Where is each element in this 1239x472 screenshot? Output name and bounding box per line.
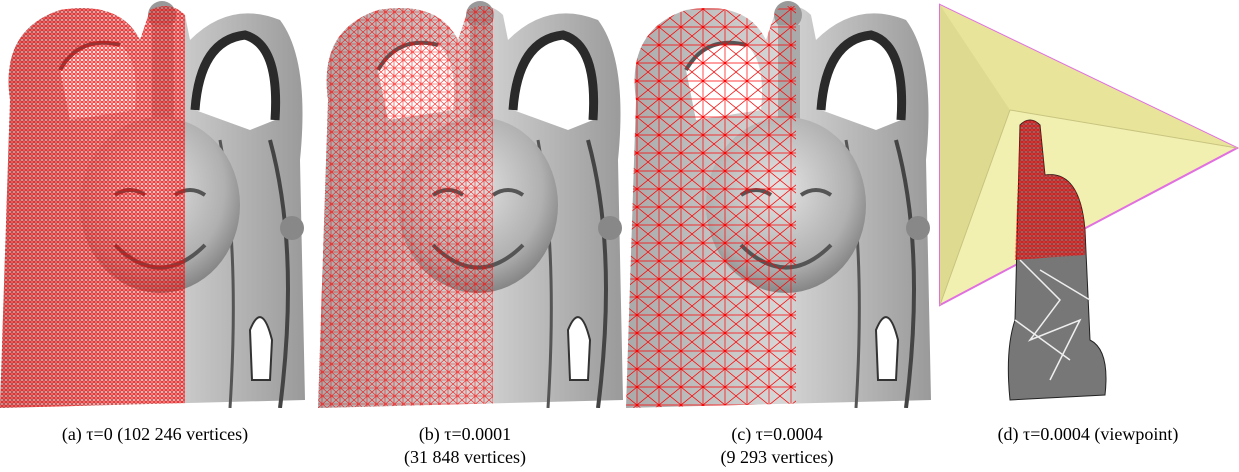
caption-line: (9 293 vertices) — [721, 447, 834, 468]
caption-line: (d) τ=0.0004 (viewpoint) — [998, 424, 1179, 445]
panel-d — [940, 5, 1237, 400]
figure: (a) τ=0 (102 246 vertices) (b) τ=0.0001 … — [0, 0, 1239, 472]
panel-b — [318, 0, 623, 408]
caption-line: (c) τ=0.0004 — [731, 424, 822, 445]
caption-line: (31 848 vertices) — [404, 447, 526, 468]
panel-a — [0, 0, 305, 408]
caption-line: (a) τ=0 (102 246 vertices) — [62, 424, 248, 445]
captions: (a) τ=0 (102 246 vertices) (b) τ=0.0001 … — [62, 424, 1179, 468]
panel-c — [626, 0, 931, 408]
caption-line: (b) τ=0.0001 — [419, 424, 511, 445]
